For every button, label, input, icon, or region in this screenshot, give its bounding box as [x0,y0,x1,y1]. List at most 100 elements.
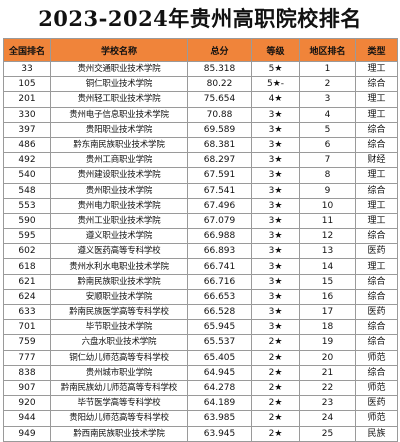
total-score-cell: 69.589 [187,121,252,138]
national-rank-cell: 624 [3,288,51,306]
table-row: 624 安顺职业技术学院 66.653 3★ 16 综合 [3,288,398,306]
type-cell: 师范 [355,410,398,427]
regional-rank-cell: 4 [299,106,356,123]
total-score-cell: 68.381 [187,136,252,154]
type-cell: 综合 [355,288,398,306]
school-name-cell: 贵州建设职业技术学院 [50,167,188,184]
table-row: 201 贵州轻工职业技术学院 75.654 4★ 3 理工 [3,91,398,108]
table-row: 590 贵州工业职业技术学院 67.079 3★ 11 理工 [3,212,398,230]
type-cell: 理工 [355,106,398,123]
grade-cell: 3★ [251,288,300,306]
header-national-rank: 全国排名 [3,38,51,62]
table-row: 907 黔南民族幼儿师范高等专科学校 64.278 2★ 22 师范 [3,379,398,397]
national-rank-cell: 949 [3,425,51,442]
table-row: 633 黔南民族医学高等专科学校 66.528 3★ 17 医药 [3,303,398,321]
total-score-cell: 75.654 [187,91,252,108]
school-name-cell: 黔南民族职业技术学院 [50,273,188,290]
type-cell: 综合 [355,319,398,336]
table-row: 33 贵州交通职业技术学院 85.318 5★ 1 理工 [3,60,398,78]
regional-rank-cell: 24 [299,410,356,427]
type-cell: 理工 [355,60,398,78]
regional-rank-cell: 20 [299,349,356,366]
national-rank-cell: 201 [3,91,51,108]
regional-rank-cell: 12 [299,228,356,245]
grade-cell: 3★ [251,273,300,290]
grade-cell: 2★ [251,334,300,351]
national-rank-cell: 618 [3,258,51,275]
grade-cell: 3★ [251,106,300,123]
header-school-name: 学校名称 [50,38,188,62]
regional-rank-cell: 6 [299,136,356,154]
page-title: 2023-2024年贵州高职院校排名 [38,6,362,31]
grade-cell: 5★ [251,60,300,78]
national-rank-cell: 492 [3,152,51,169]
total-score-cell: 64.945 [187,364,252,381]
regional-rank-cell: 19 [299,334,356,351]
school-name-cell: 黔东南民族职业技术学院 [50,136,188,154]
grade-cell: 3★ [251,243,300,260]
table-row: 777 铜仁幼儿师范高等专科学校 65.405 2★ 20 师范 [3,349,398,366]
total-score-cell: 63.985 [187,410,252,427]
school-name-cell: 贵州工业职业技术学院 [50,212,188,230]
school-name-cell: 遵义职业技术学院 [50,228,188,245]
grade-cell: 3★ [251,182,300,199]
grade-cell: 5★- [251,76,300,93]
table-row: 838 贵州城市职业学院 64.945 2★ 21 综合 [3,364,398,381]
grade-cell: 3★ [251,319,300,336]
type-cell: 理工 [355,258,398,275]
school-name-cell: 贵州城市职业学院 [50,364,188,381]
total-score-cell: 66.716 [187,273,252,290]
national-rank-cell: 590 [3,212,51,230]
regional-rank-cell: 16 [299,288,356,306]
regional-rank-cell: 21 [299,364,356,381]
school-name-cell: 贵阳职业技术学院 [50,121,188,138]
total-score-cell: 66.528 [187,303,252,321]
table-row: 944 贵阳幼儿师范高等专科学校 63.985 2★ 24 师范 [3,410,398,427]
type-cell: 师范 [355,349,398,366]
table-row: 548 贵州职业技术学院 67.541 3★ 9 综合 [3,182,398,199]
table-row: 397 贵阳职业技术学院 69.589 3★ 5 综合 [3,121,398,138]
regional-rank-cell: 2 [299,76,356,93]
type-cell: 综合 [355,136,398,154]
grade-cell: 2★ [251,395,300,412]
type-cell: 理工 [355,91,398,108]
national-rank-cell: 838 [3,364,51,381]
grade-cell: 3★ [251,228,300,245]
total-score-cell: 65.945 [187,319,252,336]
regional-rank-cell: 17 [299,303,356,321]
type-cell: 民族 [355,425,398,442]
national-rank-cell: 777 [3,349,51,366]
header-grade: 等级 [251,38,300,62]
school-name-cell: 铜仁职业技术学院 [50,76,188,93]
regional-rank-cell: 3 [299,91,356,108]
total-score-cell: 67.591 [187,167,252,184]
type-cell: 理工 [355,197,398,214]
school-name-cell: 贵州职业技术学院 [50,182,188,199]
national-rank-cell: 602 [3,243,51,260]
table-row: 759 六盘水职业技术学院 65.537 2★ 19 综合 [3,334,398,351]
total-score-cell: 65.537 [187,334,252,351]
header-total-score: 总分 [187,38,252,62]
table-row: 330 贵州电子信息职业技术学院 70.88 3★ 4 理工 [3,106,398,123]
total-score-cell: 66.988 [187,228,252,245]
grade-cell: 3★ [251,167,300,184]
grade-cell: 3★ [251,258,300,275]
table-row: 949 黔西南民族职业技术学院 63.945 2★ 25 民族 [3,425,398,442]
national-rank-cell: 633 [3,303,51,321]
grade-cell: 2★ [251,349,300,366]
table-row: 553 贵州电力职业技术学院 67.496 3★ 10 理工 [3,197,398,214]
national-rank-cell: 907 [3,379,51,397]
regional-rank-cell: 5 [299,121,356,138]
school-name-cell: 安顺职业技术学院 [50,288,188,306]
type-cell: 综合 [355,334,398,351]
type-cell: 理工 [355,212,398,230]
type-cell: 综合 [355,364,398,381]
regional-rank-cell: 22 [299,379,356,397]
school-name-cell: 贵州轻工职业技术学院 [50,91,188,108]
school-name-cell: 毕节职业技术学院 [50,319,188,336]
total-score-cell: 65.405 [187,349,252,366]
school-name-cell: 黔南民族幼儿师范高等专科学校 [50,379,188,397]
total-score-cell: 66.741 [187,258,252,275]
regional-rank-cell: 25 [299,425,356,442]
table-row: 486 黔东南民族职业技术学院 68.381 3★ 6 综合 [3,136,398,154]
